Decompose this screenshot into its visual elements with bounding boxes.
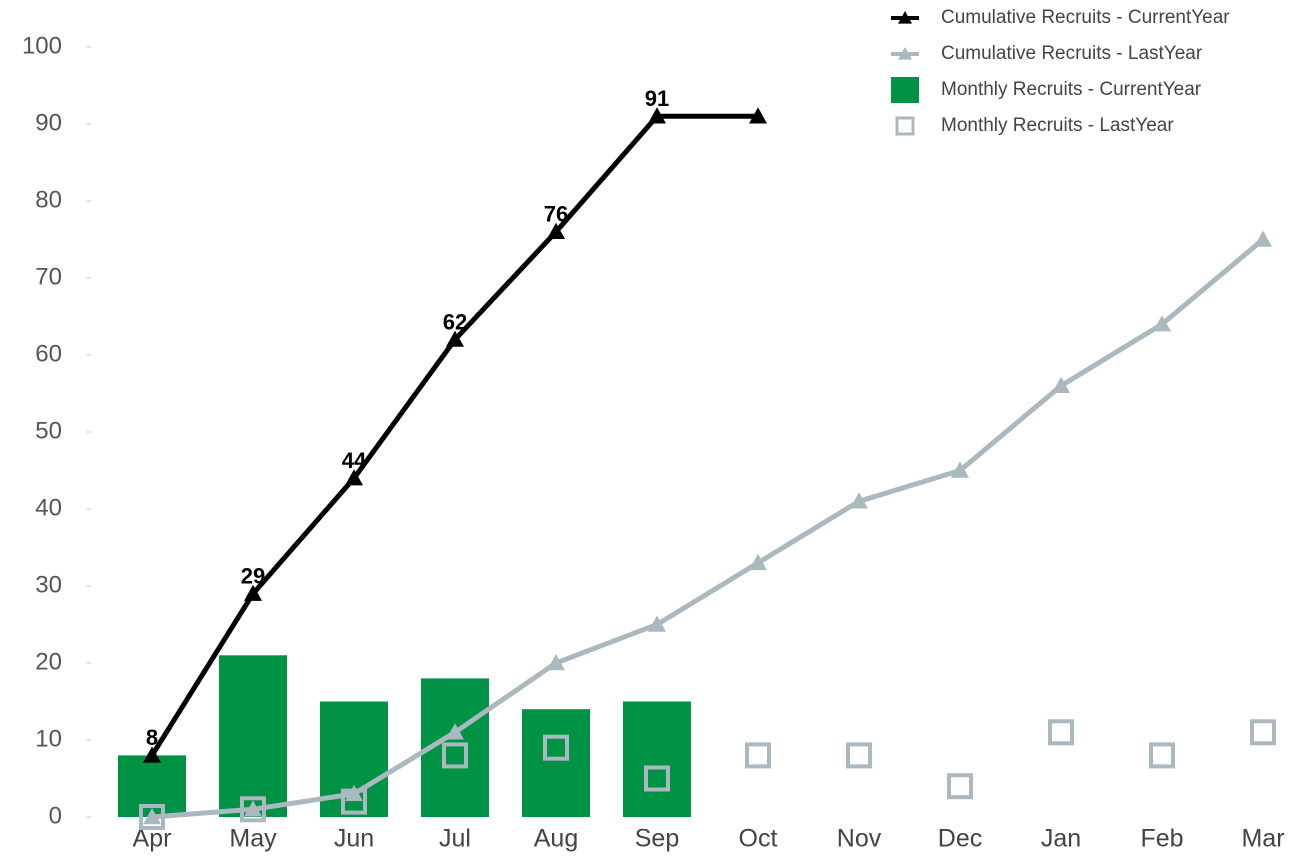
bar — [623, 701, 691, 817]
data-label: 76 — [544, 202, 568, 227]
y-tick-label: 60 — [35, 340, 62, 367]
x-tick-label: Dec — [938, 825, 982, 853]
square-marker — [341, 788, 367, 815]
data-label: 62 — [443, 309, 467, 334]
x-tick-label: Jul — [439, 825, 471, 853]
y-tick-label: 70 — [35, 263, 62, 290]
line-marker — [143, 746, 161, 763]
square-marker — [846, 742, 872, 769]
line-marker — [446, 723, 464, 740]
x-tick-label: May — [229, 825, 277, 853]
legend-label: Monthly Recruits - LastYear — [941, 115, 1174, 136]
square-marker — [745, 742, 771, 769]
legend-marker — [898, 47, 912, 60]
line-marker — [850, 492, 868, 509]
line-marker — [547, 654, 565, 671]
line-marker — [345, 469, 363, 486]
line-marker — [244, 800, 262, 817]
x-tick-label: Aug — [534, 825, 578, 853]
square-marker — [1250, 719, 1276, 746]
legend-label: Cumulative Recruits - LastYear — [941, 43, 1203, 64]
line-marker — [143, 808, 161, 825]
line-marker — [1254, 230, 1272, 247]
line-marker — [749, 107, 767, 124]
square-marker — [240, 796, 266, 823]
data-label: 44 — [342, 448, 367, 473]
square-marker — [139, 804, 165, 830]
legend-swatch — [891, 77, 919, 103]
y-tick-label: 90 — [35, 109, 62, 136]
x-tick-label: Oct — [739, 825, 778, 853]
x-tick-label: Mar — [1241, 825, 1284, 853]
y-tick-label: 0 — [49, 802, 62, 829]
bar — [522, 709, 590, 817]
square-marker — [947, 773, 973, 800]
y-tick-label: 100 — [22, 32, 62, 59]
line-marker — [951, 461, 969, 478]
line-marker — [749, 553, 767, 571]
square-marker — [1149, 742, 1175, 769]
square-marker — [442, 742, 468, 769]
line-marker — [547, 222, 565, 239]
data-label: 91 — [645, 86, 669, 111]
line — [151, 237, 1265, 820]
x-tick-label: Feb — [1140, 825, 1183, 853]
y-tick-label: 50 — [35, 417, 62, 444]
legend-marker — [898, 11, 912, 24]
y-tick-label: 10 — [35, 725, 62, 752]
x-tick-label: Sep — [635, 825, 679, 853]
y-tick-label: 40 — [35, 494, 62, 521]
data-label: 8 — [146, 725, 158, 750]
legend-label: Cumulative Recruits - CurrentYear — [941, 7, 1230, 28]
legend-swatch — [895, 116, 915, 136]
y-tick-label: 20 — [35, 648, 62, 675]
line-marker — [648, 615, 666, 632]
line-marker — [244, 584, 262, 601]
line-marker — [1052, 376, 1070, 393]
line-marker — [648, 107, 666, 124]
x-tick-label: Jan — [1041, 825, 1081, 853]
legend-label: Monthly Recruits - CurrentYear — [941, 79, 1202, 100]
x-tick-label: Nov — [837, 825, 882, 853]
square-marker — [543, 734, 569, 761]
line-marker — [446, 330, 464, 347]
bar — [219, 655, 287, 817]
square-marker — [1048, 719, 1074, 746]
line-marker — [1153, 315, 1171, 332]
data-label: 29 — [241, 564, 265, 589]
y-tick-label: 30 — [35, 571, 62, 598]
y-tick-label: 80 — [35, 186, 62, 213]
x-tick-label: Jun — [334, 825, 374, 853]
line-marker — [345, 784, 363, 802]
square-marker — [644, 765, 670, 792]
